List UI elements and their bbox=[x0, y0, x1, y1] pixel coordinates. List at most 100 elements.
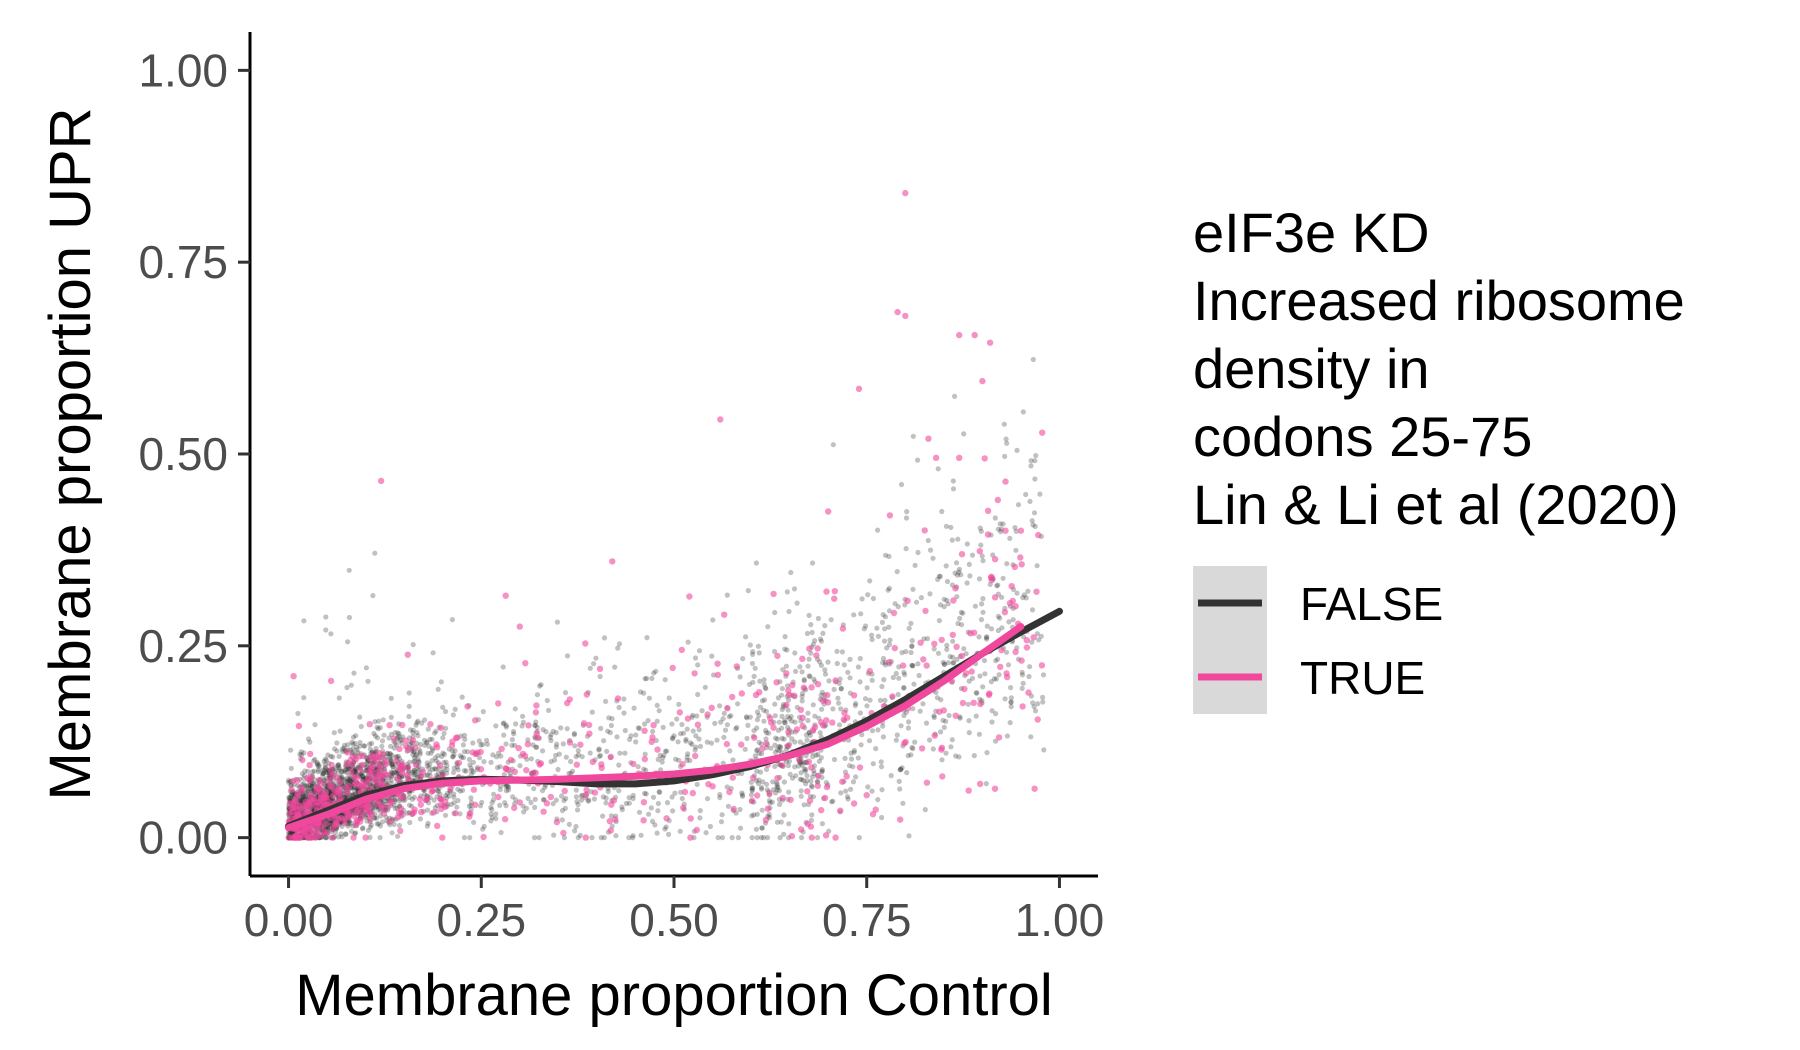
false-point bbox=[893, 670, 899, 677]
true-point bbox=[524, 741, 532, 748]
false-point bbox=[941, 724, 947, 731]
false-point bbox=[385, 751, 391, 757]
false-point bbox=[799, 777, 805, 783]
false-point bbox=[346, 777, 353, 783]
false-point bbox=[785, 683, 791, 689]
false-point bbox=[776, 743, 782, 750]
false-point bbox=[387, 756, 393, 762]
false-point bbox=[813, 752, 819, 758]
false-point bbox=[322, 762, 328, 768]
false-point bbox=[626, 795, 632, 801]
false-point bbox=[546, 707, 552, 714]
false-point bbox=[388, 777, 394, 783]
false-point bbox=[597, 673, 603, 680]
false-point bbox=[798, 788, 804, 794]
true-point bbox=[962, 670, 970, 677]
false-point bbox=[308, 785, 314, 791]
false-point bbox=[628, 733, 634, 739]
false-point bbox=[751, 673, 757, 680]
true-point bbox=[809, 727, 817, 734]
false-point bbox=[882, 614, 889, 620]
false-point bbox=[320, 772, 326, 779]
false-point bbox=[896, 675, 902, 681]
false-point bbox=[812, 713, 818, 719]
false-point bbox=[1005, 662, 1012, 668]
false-point bbox=[363, 665, 369, 671]
false-point bbox=[918, 595, 925, 601]
true-point bbox=[436, 762, 444, 769]
false-point bbox=[1003, 649, 1010, 655]
false-point bbox=[413, 722, 419, 728]
false-point bbox=[425, 807, 431, 813]
false-point bbox=[785, 714, 791, 720]
true-point bbox=[984, 507, 992, 514]
false-point bbox=[775, 727, 782, 734]
false-point bbox=[307, 782, 313, 788]
true-point bbox=[832, 834, 839, 841]
false-point bbox=[754, 725, 760, 731]
false-point bbox=[672, 790, 678, 796]
true-point bbox=[362, 834, 369, 841]
false-point bbox=[432, 766, 438, 772]
true-point bbox=[449, 738, 456, 745]
false-point bbox=[339, 768, 345, 774]
false-point bbox=[424, 763, 430, 769]
false-point bbox=[619, 804, 625, 810]
false-point bbox=[669, 794, 675, 800]
true-point bbox=[596, 665, 604, 672]
false-point bbox=[959, 622, 965, 628]
false-point bbox=[912, 562, 918, 568]
false-point bbox=[365, 827, 371, 833]
false-point bbox=[406, 690, 412, 696]
true-point bbox=[808, 764, 815, 771]
false-point bbox=[778, 819, 784, 825]
true-point bbox=[902, 312, 909, 320]
legend-title-line: Lin & Li et al (2020) bbox=[1193, 473, 1679, 536]
x-axis-title: Membrane proportion Control bbox=[295, 963, 1053, 1028]
true-point bbox=[598, 761, 605, 768]
true-point bbox=[841, 709, 848, 717]
false-point bbox=[1004, 561, 1010, 567]
false-point bbox=[361, 743, 367, 749]
false-point bbox=[958, 572, 964, 578]
true-point bbox=[774, 652, 781, 660]
false-point bbox=[779, 713, 785, 720]
false-point bbox=[865, 592, 871, 598]
false-point bbox=[343, 778, 350, 784]
false-point bbox=[739, 792, 746, 798]
false-point bbox=[573, 823, 579, 830]
false-point bbox=[362, 743, 368, 749]
false-point bbox=[704, 739, 710, 745]
false-point bbox=[814, 835, 821, 841]
false-point bbox=[988, 679, 995, 685]
false-point bbox=[776, 788, 783, 794]
false-point bbox=[650, 728, 656, 735]
true-point bbox=[416, 795, 424, 803]
false-point bbox=[774, 736, 781, 742]
false-point bbox=[745, 588, 751, 594]
false-point bbox=[461, 835, 467, 841]
true-point bbox=[293, 793, 301, 801]
true-point bbox=[889, 693, 896, 700]
true-point bbox=[392, 757, 400, 765]
true-point bbox=[374, 769, 381, 776]
true-point bbox=[418, 808, 425, 816]
y-tick-label: 0.00 bbox=[138, 812, 228, 864]
false-point bbox=[1010, 617, 1016, 623]
true-point bbox=[669, 664, 676, 672]
false-point bbox=[847, 656, 853, 663]
true-point bbox=[754, 792, 761, 799]
false-point bbox=[484, 737, 490, 744]
false-point bbox=[603, 795, 609, 801]
false-point bbox=[696, 727, 702, 733]
false-point bbox=[808, 650, 814, 656]
false-point bbox=[683, 738, 689, 744]
false-point bbox=[476, 738, 482, 744]
false-point bbox=[345, 639, 351, 645]
false-point bbox=[520, 719, 527, 726]
false-point bbox=[643, 767, 649, 774]
false-point bbox=[730, 757, 736, 763]
true-point bbox=[1031, 785, 1038, 792]
false-point bbox=[804, 737, 810, 743]
true-point bbox=[991, 556, 999, 563]
